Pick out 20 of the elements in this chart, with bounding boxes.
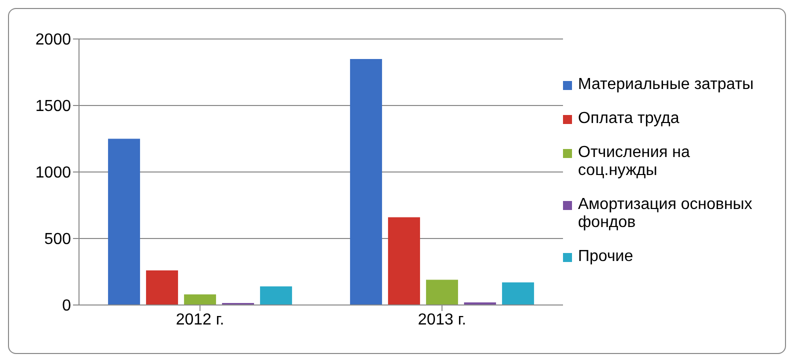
- legend-label: Материальные затраты: [578, 76, 754, 94]
- y-tick-label: 1000: [35, 164, 72, 182]
- y-tick-label: 0: [62, 298, 72, 315]
- bar: [350, 58, 382, 305]
- bar: [146, 270, 178, 305]
- bar: [502, 282, 534, 305]
- y-tick-label: 500: [44, 231, 72, 248]
- bar: [108, 138, 140, 305]
- y-tick-label: 2000: [35, 32, 72, 49]
- legend-label: Амортизация основных фондов: [578, 196, 754, 232]
- legend-label: Оплата труда: [578, 110, 680, 128]
- legend-label: Отчисления на соц.нужды: [578, 144, 691, 180]
- bar: [426, 280, 458, 305]
- bar: [388, 217, 420, 305]
- x-tick-label: 2013 г.: [418, 311, 466, 328]
- legend-label: Прочие: [578, 248, 634, 266]
- x-tick-label: 2012 г.: [176, 311, 224, 328]
- bar: [184, 294, 216, 305]
- bar: [260, 286, 292, 305]
- y-tick-label: 1500: [35, 98, 72, 116]
